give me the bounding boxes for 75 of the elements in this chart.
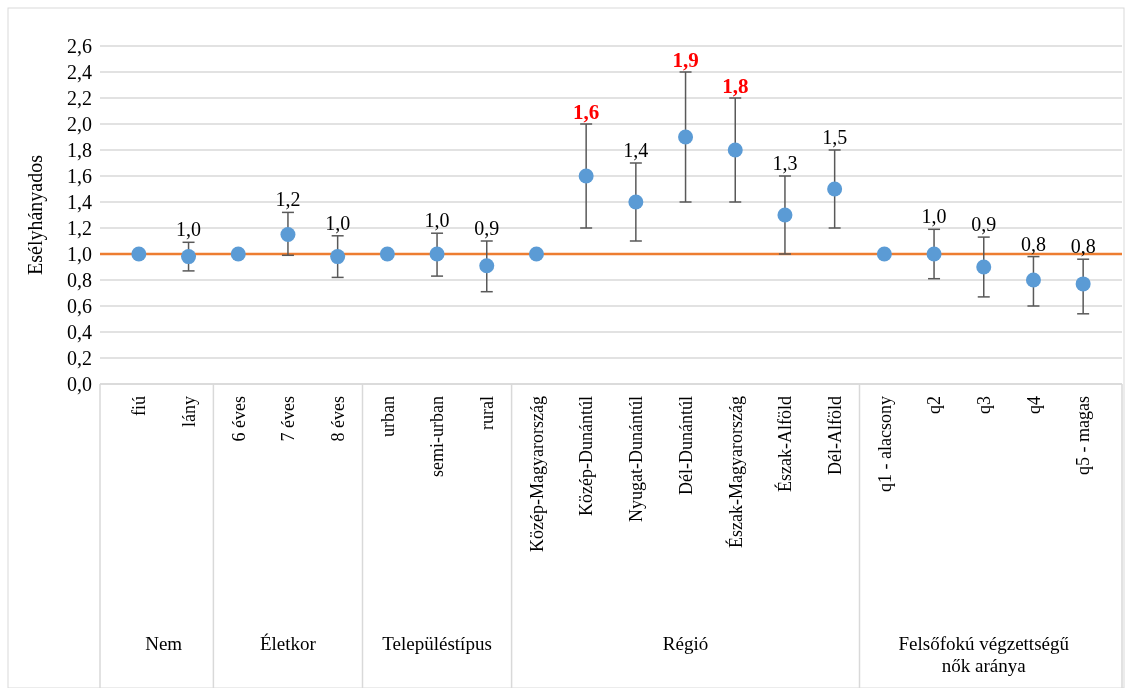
y-tick-label: 2,4	[67, 61, 92, 83]
y-tick-label: 2,2	[67, 87, 92, 109]
point	[976, 259, 992, 275]
y-axis-title: Esélyhányados	[24, 154, 47, 275]
x-tick-label: Dél-Dunántúl	[675, 396, 696, 495]
data-label: 1,0	[921, 205, 947, 228]
x-tick-label: q1 - alacsony	[874, 396, 895, 492]
y-tick-label: 0,4	[67, 321, 92, 343]
y-tick-label: 1,0	[67, 243, 92, 265]
y-tick-label: 1,6	[67, 165, 92, 187]
y-tick-label: 2,0	[67, 113, 92, 135]
y-tick-label: 2,6	[67, 35, 92, 57]
text: Felsőfokú végzettségű nők aránya	[898, 633, 1070, 676]
y-tick-label: 1,2	[67, 217, 92, 239]
point	[578, 168, 594, 184]
y-tick-label: 0,8	[67, 269, 92, 291]
point	[181, 249, 197, 265]
point	[280, 227, 296, 242]
y-tick-label: 1,4	[67, 191, 92, 213]
point	[628, 194, 644, 210]
point	[1075, 276, 1091, 292]
point	[330, 249, 346, 265]
point	[131, 246, 147, 262]
text: Életkor	[259, 633, 317, 654]
x-tick-label: rural	[477, 396, 498, 430]
annotation: 1,9	[672, 48, 699, 72]
text: Településtípus	[382, 633, 492, 654]
annotation: 1,6	[573, 100, 600, 124]
y-tick-label: 0,6	[67, 295, 92, 317]
data-label: 1,0	[176, 218, 202, 241]
point	[429, 246, 445, 262]
x-tick-label: Dél-Alföld	[824, 396, 845, 475]
point	[528, 246, 544, 262]
x-tick-label: urban	[377, 396, 398, 437]
x-tick-label: lány	[178, 396, 199, 427]
point	[777, 207, 793, 223]
data-label: 1,3	[772, 152, 798, 174]
data-label: 1,0	[424, 209, 450, 232]
x-tick-label: semi-urban	[427, 396, 448, 477]
point	[827, 181, 843, 197]
point	[926, 246, 942, 262]
x-tick-label: q4	[1023, 396, 1044, 414]
data-label: 1,4	[623, 139, 649, 161]
data-label: 1,2	[275, 188, 301, 211]
x-tick-label: q2	[924, 396, 945, 414]
data-label: 1,5	[822, 126, 848, 148]
point	[678, 129, 694, 145]
point	[876, 246, 892, 262]
y-tick-label: 0,0	[67, 373, 92, 395]
x-tick-label: 6 éves	[228, 396, 249, 442]
point	[727, 142, 743, 158]
point	[230, 246, 246, 262]
text: Régió	[662, 633, 709, 654]
text: Nem	[145, 633, 183, 654]
data-label: 0,9	[474, 217, 500, 239]
point	[1025, 272, 1041, 288]
x-tick-label: Közép-Dunántúl	[576, 396, 597, 516]
x-tick-label: Észak-Alföld	[774, 396, 796, 492]
x-tick-label: Nyugat-Dunántúl	[626, 396, 647, 522]
data-label: 1,0	[325, 211, 351, 234]
y-tick-label: 1,8	[67, 139, 92, 161]
x-tick-label: 7 éves	[278, 396, 299, 442]
x-tick-label: Észak-Magyarország	[724, 396, 746, 548]
x-tick-label: fiú	[129, 396, 150, 416]
annotation: 1,8	[722, 74, 749, 98]
x-tick-label: q5 - magas	[1073, 396, 1094, 475]
data-label: 0,8	[1070, 235, 1096, 258]
x-tick-label: Közép-Magyarország	[526, 396, 547, 552]
point	[479, 258, 495, 274]
data-label: 0,9	[971, 213, 997, 236]
y-tick-label: 0,2	[67, 347, 92, 369]
data-label: 0,8	[1020, 232, 1046, 255]
x-tick-label: 8 éves	[327, 396, 348, 442]
point	[379, 246, 395, 262]
x-tick-label: q3	[974, 396, 995, 414]
